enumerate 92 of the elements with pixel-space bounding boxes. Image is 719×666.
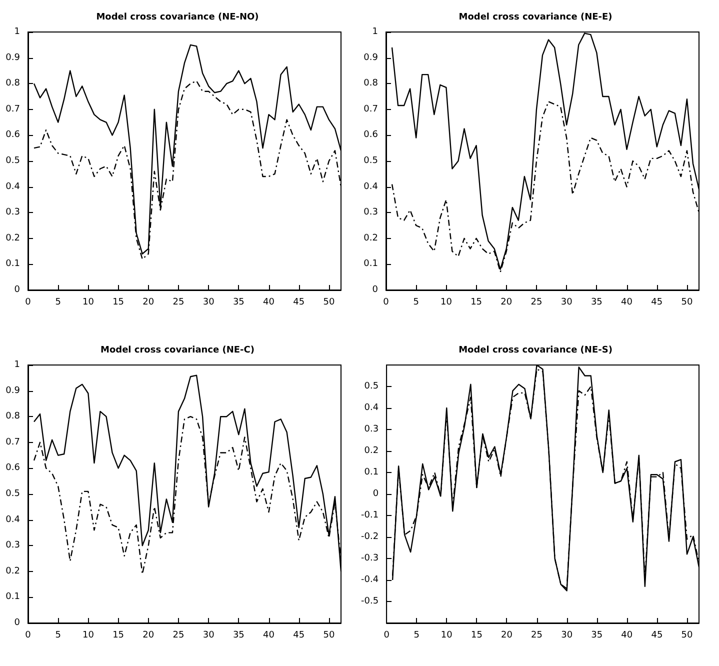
y-tick-label: 0.1: [364, 259, 378, 270]
x-tick-label: 30: [202, 298, 215, 308]
y-tick-label: 0.2: [364, 446, 379, 456]
x-tick-label: 45: [651, 630, 663, 640]
x-tick-label: 35: [591, 630, 603, 640]
y-tick-label: 0.7: [6, 104, 20, 114]
x-tick-label: 20: [500, 298, 512, 308]
x-tick-label: 35: [232, 630, 244, 640]
chart-title: Model cross covariance (NE-NO): [96, 12, 259, 22]
x-tick-label: 35: [232, 298, 244, 308]
y-tick-label: 0.4: [364, 182, 378, 192]
x-tick-label: 5: [413, 298, 419, 308]
y-tick-label: 0.8: [364, 78, 378, 89]
y-tick-label: 0.6: [364, 130, 378, 140]
x-tick-label: 25: [172, 630, 184, 640]
x-tick-label: 20: [142, 630, 154, 640]
y-tick-label: 0.9: [6, 386, 20, 396]
chart-title: Model cross covariance (NE-E): [458, 12, 612, 22]
y-tick-label: 1: [372, 27, 378, 37]
y-tick-label: 0.5: [6, 156, 20, 166]
x-tick-label: 10: [82, 298, 94, 308]
y-tick-label: 0.5: [364, 382, 379, 392]
y-tick-label: 0.4: [364, 403, 379, 413]
y-tick-label: 0: [14, 285, 20, 295]
y-tick-label: 0.3: [364, 424, 379, 434]
y-tick-label: 1: [14, 27, 20, 37]
y-tick-label: 0.4: [6, 514, 20, 525]
x-tick-label: 5: [55, 630, 61, 640]
y-tick-label: -0.2: [361, 532, 379, 542]
y-tick-label: 0.9: [364, 52, 378, 63]
y-tick-label: 0.1: [6, 592, 20, 602]
x-tick-label: 50: [681, 630, 693, 640]
y-tick-label: 0.8: [6, 412, 20, 422]
y-tick-label: 0: [372, 489, 379, 499]
y-tick-label: 1: [14, 360, 20, 370]
y-tick-label: 0.3: [6, 540, 20, 551]
chart-title: Model cross covariance (NE-C): [100, 346, 254, 356]
y-tick-label: -0.5: [361, 596, 379, 606]
y-tick-label: 0.7: [364, 104, 378, 114]
x-tick-label: 15: [470, 298, 482, 308]
y-tick-label: -0.3: [361, 554, 379, 564]
x-tick-label: 0: [383, 298, 390, 308]
x-tick-label: 50: [323, 298, 335, 308]
x-tick-label: 30: [561, 630, 573, 640]
y-tick-label: 0.8: [6, 78, 20, 89]
x-tick-label: 40: [621, 298, 633, 308]
y-tick-label: 0.5: [364, 156, 378, 166]
y-tick-label: -0.1: [361, 510, 379, 520]
y-tick-label: 0.6: [6, 130, 20, 140]
x-tick-label: 30: [560, 298, 573, 308]
x-tick-label: 5: [55, 298, 61, 308]
y-tick-label: -0.4: [361, 575, 379, 585]
y-tick-label: 0.6: [6, 463, 20, 474]
x-tick-label: 15: [112, 298, 124, 308]
x-tick-label: 10: [440, 298, 452, 308]
y-tick-label: 0.2: [364, 233, 378, 244]
x-tick-label: 10: [82, 630, 94, 640]
y-tick-label: 0.2: [6, 566, 20, 576]
x-tick-label: 45: [293, 298, 305, 308]
x-tick-label: 30: [202, 630, 215, 640]
x-tick-label: 45: [651, 298, 663, 308]
y-tick-label: 0.1: [364, 468, 379, 478]
x-tick-label: 20: [501, 630, 513, 640]
x-tick-label: 40: [263, 630, 275, 640]
x-tick-label: 50: [681, 298, 693, 308]
x-tick-label: 25: [172, 298, 184, 308]
y-tick-label: 0.2: [6, 233, 20, 244]
x-tick-label: 15: [470, 630, 482, 640]
x-tick-label: 20: [142, 298, 154, 308]
y-tick-label: 0: [14, 618, 20, 628]
y-tick-label: 0.1: [6, 259, 20, 270]
y-tick-label: 0.3: [364, 208, 378, 218]
x-tick-label: 40: [621, 630, 633, 640]
y-tick-label: 0.4: [6, 182, 20, 192]
y-tick-label: 0.3: [6, 208, 20, 218]
y-tick-label: 0.5: [6, 489, 20, 499]
y-tick-label: 0.9: [6, 52, 20, 63]
x-tick-label: 15: [112, 630, 124, 640]
x-tick-label: 45: [293, 630, 305, 640]
x-tick-label: 40: [263, 298, 275, 308]
x-tick-label: 0: [384, 630, 390, 640]
y-tick-label: 0: [372, 285, 378, 295]
y-tick-label: 0.7: [6, 437, 20, 448]
x-tick-label: 0: [25, 630, 32, 640]
x-tick-label: 50: [323, 630, 335, 640]
x-tick-label: 5: [414, 630, 420, 640]
x-tick-label: 10: [440, 630, 453, 640]
chart-title: Model cross covariance (NE-S): [458, 346, 612, 356]
x-tick-label: 25: [530, 298, 542, 308]
x-tick-label: 35: [590, 298, 602, 308]
x-tick-label: 25: [531, 630, 542, 640]
x-tick-label: 0: [25, 298, 32, 308]
